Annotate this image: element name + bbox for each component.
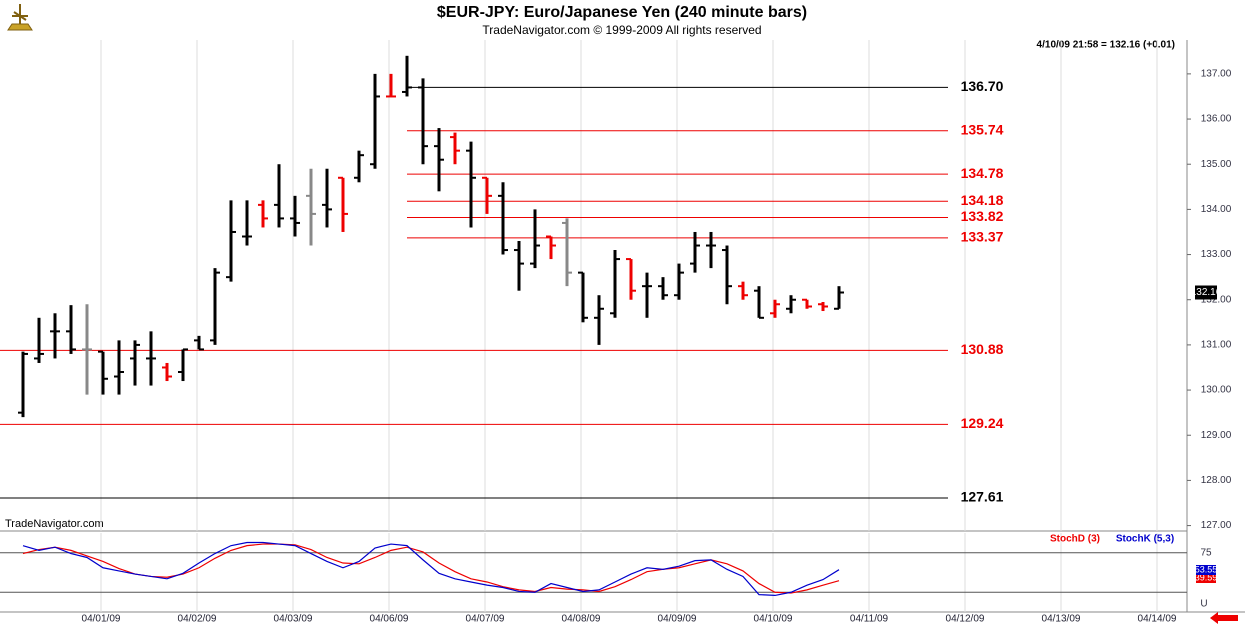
legend-label: StochK (5,3) <box>1116 534 1174 545</box>
level-label: 129.24 <box>961 415 1004 431</box>
level-label: 134.78 <box>961 165 1004 181</box>
y-tick-label: 75 <box>1200 547 1212 558</box>
x-tick-label: 04/11/09 <box>850 614 889 625</box>
level-label: 135.74 <box>961 121 1004 137</box>
x-tick-label: 04/14/09 <box>1138 614 1177 625</box>
y-tick-label: 129.00 <box>1201 430 1232 441</box>
quote: 4/10/09 21:58 = 132.16 (+0.01) <box>1037 40 1175 51</box>
axis-marker: U <box>1200 599 1207 610</box>
y-tick-label: 137.00 <box>1201 69 1232 80</box>
chart-title: $EUR-JPY: Euro/Japanese Yen (240 minute … <box>437 4 807 21</box>
y-tick-label: 133.00 <box>1201 249 1232 260</box>
x-tick-label: 04/08/09 <box>562 614 601 625</box>
last-value-box <box>1196 573 1216 583</box>
watermark: TradeNavigator.com <box>5 518 104 530</box>
y-tick-label: 135.00 <box>1201 159 1232 170</box>
y-tick-label: 134.00 <box>1201 204 1232 215</box>
last-value-box <box>1196 565 1216 575</box>
y-tick-label: 132.00 <box>1201 294 1232 305</box>
y-tick-label: 130.00 <box>1201 385 1232 396</box>
x-tick-label: 04/13/09 <box>1042 614 1081 625</box>
level-label: 133.82 <box>961 208 1004 224</box>
y-tick-label: 127.00 <box>1201 520 1232 531</box>
stoch-line <box>22 541 840 597</box>
x-tick-label: 04/10/09 <box>754 614 793 625</box>
y-tick-label: 136.00 <box>1201 114 1232 125</box>
chart-subtitle: TradeNavigator.com © 1999-2009 All right… <box>482 23 761 37</box>
last-value-label: 53.55 <box>1195 564 1218 574</box>
stoch-line <box>22 543 840 594</box>
scroll-arrow[interactable] <box>1210 612 1238 624</box>
level-label: 136.70 <box>961 78 1004 94</box>
last-price-label: 132.16 <box>1191 287 1222 298</box>
level-label: 130.88 <box>961 341 1004 357</box>
x-tick-label: 04/12/09 <box>946 614 985 625</box>
level-label: 133.37 <box>961 229 1004 245</box>
last-value-label: 39.59 <box>1195 572 1218 582</box>
x-tick-label: 04/09/09 <box>658 614 697 625</box>
x-tick-label: 04/02/09 <box>178 614 217 625</box>
x-tick-label: 04/06/09 <box>370 614 409 625</box>
level-label: 134.18 <box>961 192 1004 208</box>
y-tick-label: 128.00 <box>1201 475 1232 486</box>
logo <box>7 4 33 31</box>
last-price-box <box>1195 285 1217 300</box>
x-tick-label: 04/03/09 <box>274 614 313 625</box>
x-tick-label: 04/01/09 <box>82 614 121 625</box>
legend-label: StochD (3) <box>1050 534 1100 545</box>
x-tick-label: 04/07/09 <box>466 614 505 625</box>
y-tick-label: 131.00 <box>1201 340 1232 351</box>
level-label: 127.61 <box>961 489 1004 505</box>
